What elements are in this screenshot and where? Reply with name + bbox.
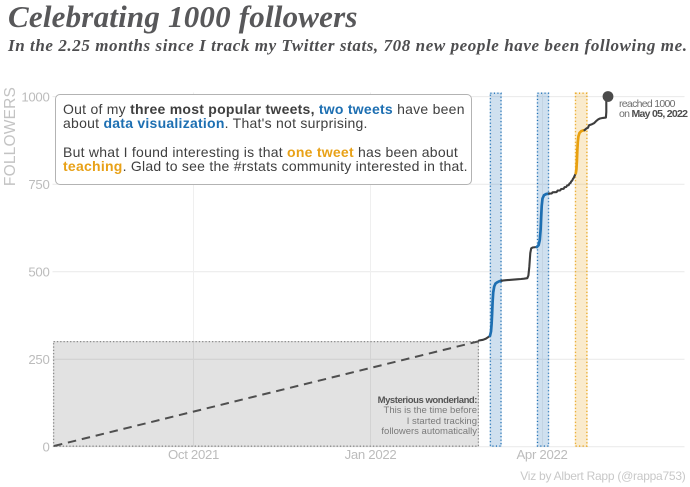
svg-text:FOLLOWERS: FOLLOWERS	[2, 87, 19, 186]
svg-text:1000: 1000	[21, 89, 49, 104]
svg-text:250: 250	[28, 352, 49, 367]
svg-text:750: 750	[28, 177, 49, 192]
svg-text:Oct 2021: Oct 2021	[168, 447, 219, 462]
svg-text:Apr 2022: Apr 2022	[516, 447, 567, 462]
svg-text:0: 0	[42, 440, 49, 455]
svg-text:500: 500	[28, 264, 49, 279]
svg-text:Jan 2022: Jan 2022	[345, 447, 397, 462]
